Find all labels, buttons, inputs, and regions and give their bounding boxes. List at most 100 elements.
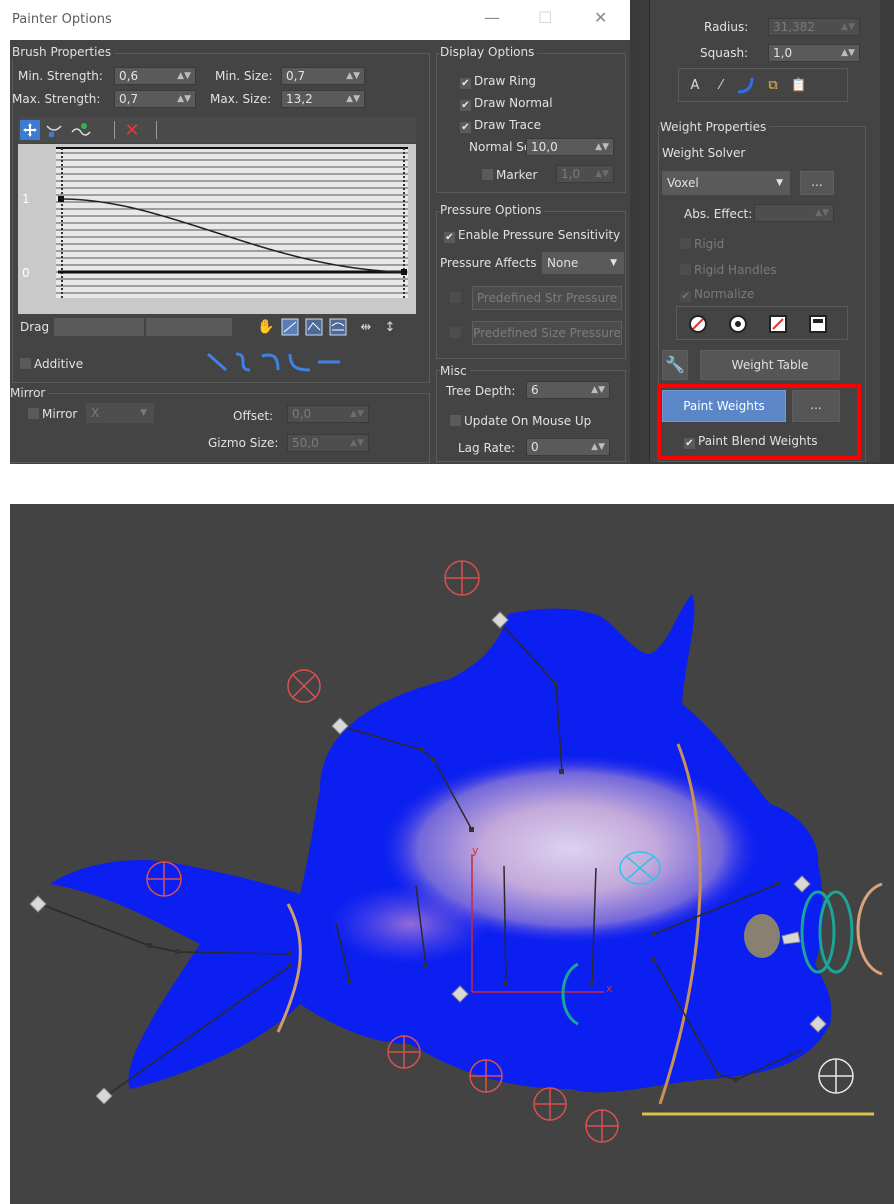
marker-value: 1,0	[561, 167, 581, 181]
spinner-arrows-icon[interactable]: ▲▼	[841, 22, 855, 32]
solver-options-button[interactable]: ...	[800, 171, 834, 195]
spinner-arrows-icon[interactable]: ▲▼	[350, 409, 364, 419]
painter-options-dialog: Brush Properties Min. Strength: 0,6 ▲▼ Mi…	[10, 40, 630, 464]
curve-y-field[interactable]	[146, 318, 232, 336]
gizmo-size-spinner[interactable]: 50,0 ▲▼	[287, 434, 369, 452]
copy-icon[interactable]: ⧉	[768, 77, 778, 93]
predefined-size-pressure-button[interactable]: Predefined Size Pressure	[472, 321, 622, 345]
rigid-checkbox[interactable]: Rigid	[680, 237, 724, 251]
additive-label: Additive	[34, 357, 84, 371]
pan-hand-icon[interactable]: ✋	[257, 319, 275, 335]
add-point-icon[interactable]	[70, 120, 92, 140]
offset-spinner[interactable]: 0,0 ▲▼	[287, 405, 369, 423]
scale-point-icon[interactable]	[44, 120, 64, 140]
text-a-icon[interactable]: A	[690, 77, 700, 93]
fit-horizontal-icon[interactable]: ⇹	[360, 319, 372, 335]
spinner-arrows-icon[interactable]: ▲▼	[815, 208, 829, 218]
spinner-arrows-icon[interactable]: ▲▼	[595, 142, 609, 152]
spinner-arrows-icon[interactable]: ▲▼	[346, 71, 360, 81]
paint-blend-weights-checkbox[interactable]: ✔ Paint Blend Weights	[684, 434, 818, 449]
display-group-label: Display Options	[440, 45, 538, 59]
weight-group-label: Weight Properties	[660, 120, 770, 134]
weight-solver-dropdown[interactable]: Voxel ▼	[662, 171, 790, 195]
lag-rate-spinner[interactable]: 0 ▲▼	[526, 438, 610, 456]
zoom-vertical-icon[interactable]	[328, 317, 348, 337]
mirror-label: Mirror	[42, 407, 78, 421]
fit-vertical-icon[interactable]: ↕	[384, 319, 396, 335]
pressure-affects-dropdown[interactable]: None ▼	[542, 252, 624, 274]
draw-ring-checkbox[interactable]: ✔ Draw Ring	[460, 74, 536, 89]
line-icon[interactable]: ⁄	[719, 77, 723, 93]
axis-x-label: x	[606, 982, 613, 995]
weight-solver-value: Voxel	[667, 176, 699, 190]
spinner-arrows-icon[interactable]: ▲▼	[350, 438, 364, 448]
spinner-arrows-icon[interactable]: ▲▼	[591, 385, 605, 395]
select-excluded-icon[interactable]	[767, 313, 789, 335]
painter-options-button[interactable]: ...	[792, 390, 840, 422]
predefined-str-checkbox[interactable]	[450, 291, 464, 305]
move-point-icon[interactable]	[20, 120, 40, 140]
update-on-mouse-up-checkbox[interactable]: Update On Mouse Up	[450, 414, 591, 428]
draw-normal-checkbox[interactable]: ✔ Draw Normal	[460, 96, 553, 111]
spinner-arrows-icon[interactable]: ▲▼	[591, 442, 605, 452]
abs-effect-spinner[interactable]: ▲▼	[754, 204, 834, 222]
lag-rate-label: Lag Rate:	[458, 441, 516, 455]
checkbox-box	[482, 169, 493, 180]
selected-helper	[619, 851, 661, 885]
predefined-str-pressure-button[interactable]: Predefined Str Pressure	[472, 286, 622, 310]
exclude-vertex-icon[interactable]	[687, 313, 709, 335]
enable-pressure-checkbox[interactable]: ✔ Enable Pressure Sensitivity	[444, 228, 620, 243]
max-size-spinner[interactable]: 13,2 ▲▼	[281, 90, 365, 108]
mouth-ring	[800, 890, 836, 974]
marker-checkbox[interactable]: Marker	[482, 168, 537, 182]
viewport-3d[interactable]: y x	[10, 504, 894, 1204]
draw-trace-checkbox[interactable]: ✔ Draw Trace	[460, 118, 541, 133]
mirror-checkbox[interactable]: Mirror	[28, 407, 77, 421]
mouth-arc	[856, 882, 883, 976]
normal-scale-value: 10,0	[531, 140, 558, 154]
curve-presets[interactable]	[206, 350, 346, 374]
paste-icon[interactable]: 📋	[790, 77, 808, 93]
bone-end-markers	[29, 611, 827, 1105]
bake-weights-icon[interactable]	[807, 313, 829, 335]
offset-value: 0,0	[292, 407, 312, 421]
include-vertex-icon[interactable]	[727, 313, 749, 335]
paint-weights-button[interactable]: Paint Weights	[662, 390, 786, 422]
marker-spinner[interactable]: 1,0 ▲▼	[556, 165, 614, 183]
mouth-ring	[818, 890, 854, 974]
normalize-label: Normalize	[694, 287, 755, 301]
maximize-icon[interactable]: ☐	[538, 8, 553, 27]
delete-point-icon[interactable]: ✕	[124, 119, 140, 141]
max-strength-spinner[interactable]: 0,7 ▲▼	[114, 90, 196, 108]
curve-envelope-icon[interactable]	[735, 75, 757, 95]
pressure-affects-value: None	[547, 256, 579, 270]
min-strength-spinner[interactable]: 0,6 ▲▼	[114, 67, 196, 85]
minimize-icon[interactable]: —	[484, 8, 500, 27]
additive-checkbox[interactable]: Additive	[20, 357, 83, 371]
spinner-arrows-icon[interactable]: ▲▼	[177, 94, 191, 104]
wrench-icon[interactable]: 🔧	[662, 350, 688, 380]
zoom-extents-icon[interactable]	[280, 317, 300, 337]
predefined-size-checkbox[interactable]	[450, 326, 464, 340]
min-size-spinner[interactable]: 0,7 ▲▼	[281, 67, 365, 85]
squash-spinner[interactable]: 1,0 ▲▼	[768, 44, 860, 62]
spinner-arrows-icon[interactable]: ▲▼	[841, 48, 855, 58]
curve-x-field[interactable]	[54, 318, 144, 336]
preset-smooth-icon	[235, 352, 251, 372]
zoom-horizontal-icon[interactable]	[304, 317, 324, 337]
weight-table-button[interactable]: Weight Table	[700, 350, 840, 380]
falloff-curve-graph[interactable]: 1 0 Drag ✋ ⇹ ↕	[18, 144, 416, 340]
rigid-handles-checkbox[interactable]: Rigid Handles	[680, 263, 777, 277]
mirror-axis-dropdown[interactable]: X ▼	[86, 403, 154, 423]
normal-scale-spinner[interactable]: 10,0 ▲▼	[526, 138, 614, 156]
spinner-arrows-icon[interactable]: ▲▼	[346, 94, 360, 104]
spinner-arrows-icon[interactable]: ▲▼	[177, 71, 191, 81]
gill-arc	[658, 743, 702, 1105]
close-icon[interactable]: ✕	[594, 8, 608, 27]
chevron-down-icon: ▼	[776, 178, 783, 188]
normalize-checkbox[interactable]: ✔ Normalize	[680, 287, 754, 302]
tree-depth-spinner[interactable]: 6 ▲▼	[526, 381, 610, 399]
radius-spinner[interactable]: 31,382 ▲▼	[768, 18, 860, 36]
misc-group	[436, 370, 626, 462]
spinner-arrows-icon[interactable]: ▲▼	[595, 169, 609, 179]
